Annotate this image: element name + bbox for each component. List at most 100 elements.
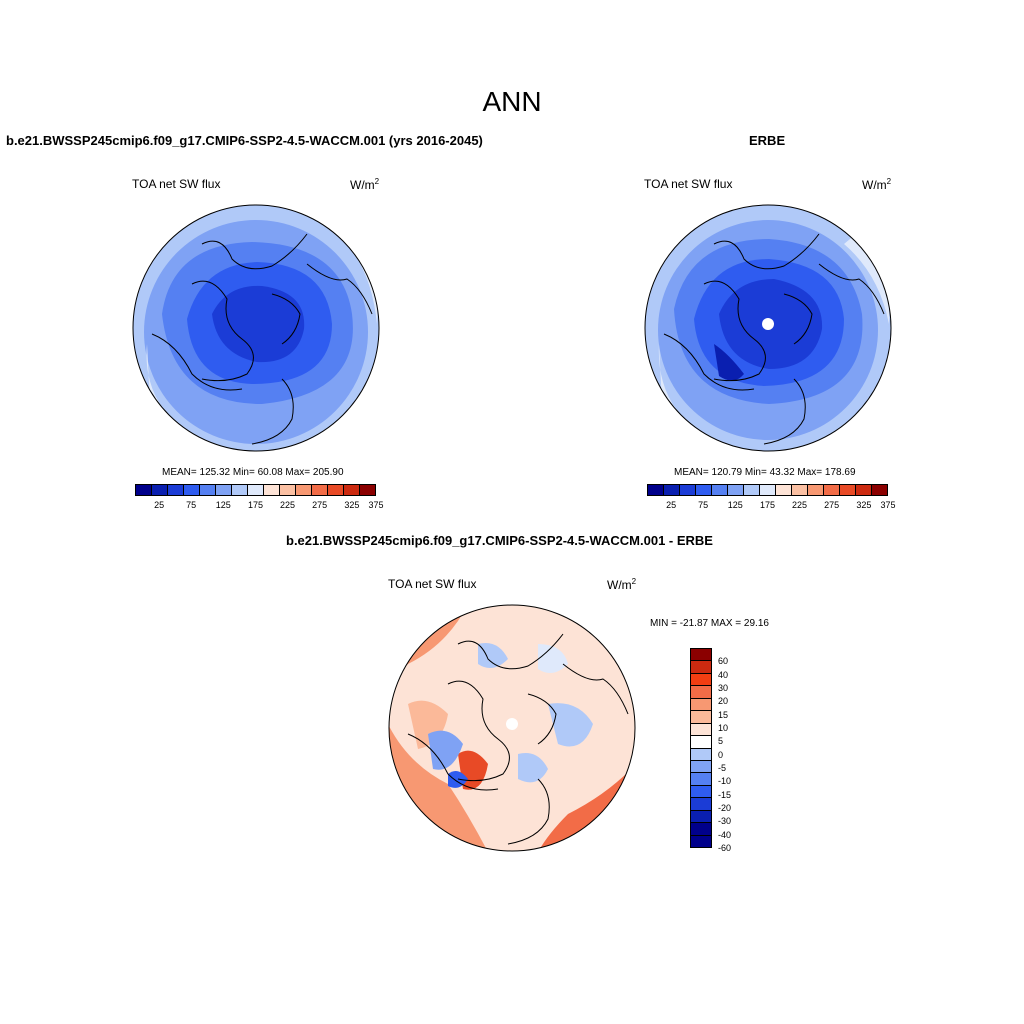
colorbar-swatch xyxy=(824,485,840,495)
missing-data-pole xyxy=(762,318,774,330)
colorbar-labels: 25 75 125 175 225 275 325 375 xyxy=(647,500,895,512)
colorbar-tick-label: 125 xyxy=(727,500,743,510)
panel-3-stats: MIN = -21.87 MAX = 29.16 xyxy=(650,618,769,629)
colorbar-tick-label: 175 xyxy=(759,500,776,510)
colorbar-tick-label: 10 xyxy=(718,723,729,733)
panel-2-header: ERBE xyxy=(749,133,786,148)
panel-2-units: W/m2 xyxy=(862,177,892,192)
colorbar-swatch xyxy=(691,810,711,824)
colorbar-tick-label: -20 xyxy=(718,803,732,813)
colorbar-swatch xyxy=(691,760,711,774)
colorbar-swatch xyxy=(691,798,711,811)
colorbar-swatch xyxy=(200,485,216,495)
colorbar-tick-label: 225 xyxy=(280,500,296,510)
colorbar-swatch xyxy=(744,485,760,495)
panel-1-header: b.e21.BWSSP245cmip6.f09_g17.CMIP6-SSP2-4… xyxy=(6,133,483,148)
colorbar-tick-label: 325 xyxy=(856,500,872,510)
panel-1-colorbar: 25 75 125 175 225 275 325 375 xyxy=(135,484,384,512)
colorbar-swatch xyxy=(691,686,711,699)
colorbar-swatch xyxy=(264,485,280,495)
panel-2-stats: MEAN= 120.79 Min= 43.32 Max= 178.69 xyxy=(674,467,856,478)
colorbar-tick-label: 30 xyxy=(718,683,729,693)
panel-2-polar-map xyxy=(644,204,892,452)
colorbar-swatch xyxy=(360,485,375,495)
colorbar-swatch xyxy=(152,485,168,495)
colorbar-swatch xyxy=(776,485,792,495)
colorbar-swatch xyxy=(691,723,711,737)
colorbar-swatch xyxy=(691,748,711,761)
panel-3-colorbar xyxy=(690,648,712,848)
colorbar-swatches xyxy=(647,484,888,496)
colorbar-swatch xyxy=(760,485,776,495)
colorbar-tick-label: -5 xyxy=(718,763,727,773)
colorbar-swatch xyxy=(312,485,328,495)
colorbar-tick-label: 75 xyxy=(698,500,709,510)
colorbar-tick-label: 5 xyxy=(718,736,724,747)
colorbar-swatch xyxy=(712,485,728,495)
panel-3-colorbar-labels: 60 40 30 20 15 10 5 0 -5 -10 -15 -20 -30… xyxy=(718,648,758,853)
colorbar-tick-label: -10 xyxy=(718,776,732,787)
colorbar-tick-label: -40 xyxy=(718,829,732,840)
panel-1-polar-map xyxy=(132,204,380,452)
colorbar-labels: 25 75 125 175 225 275 325 375 xyxy=(135,500,383,512)
panel-3-header: b.e21.BWSSP245cmip6.f09_g17.CMIP6-SSP2-4… xyxy=(286,533,713,548)
colorbar-swatch xyxy=(248,485,264,495)
panel-3-variable: TOA net SW flux xyxy=(388,577,477,591)
colorbar-swatch xyxy=(728,485,744,495)
panel-1-units: W/m2 xyxy=(350,177,380,192)
colorbar-swatch xyxy=(691,661,711,674)
panel-2-colorbar: 25 75 125 175 225 275 325 375 xyxy=(647,484,896,512)
missing-data-pole xyxy=(506,718,518,730)
colorbar-tick-label: -30 xyxy=(718,816,732,827)
colorbar-swatch xyxy=(872,485,887,495)
colorbar-swatch xyxy=(680,485,696,495)
colorbar-tick-label: 25 xyxy=(154,500,165,510)
colorbar-swatch xyxy=(691,649,711,662)
colorbar-tick-label: 40 xyxy=(718,669,729,680)
colorbar-swatch xyxy=(184,485,200,495)
colorbar-swatch xyxy=(691,736,711,749)
colorbar-swatch xyxy=(232,485,248,495)
colorbar-tick-label: 25 xyxy=(666,500,677,510)
colorbar-tick-label: 375 xyxy=(880,500,896,510)
colorbar-tick-label: 125 xyxy=(215,500,231,510)
main-title: ANN xyxy=(482,86,542,117)
panel-2-variable: TOA net SW flux xyxy=(644,177,733,191)
colorbar-swatch xyxy=(792,485,808,495)
colorbar-swatch xyxy=(168,485,184,495)
colorbar-swatch xyxy=(691,773,711,786)
colorbar-tick-label: 60 xyxy=(718,656,729,667)
colorbar-swatch xyxy=(648,485,664,495)
colorbar-tick-label: 75 xyxy=(186,500,197,510)
colorbar-swatch xyxy=(691,673,711,687)
colorbar-tick-label: -15 xyxy=(718,789,732,800)
colorbar-swatch xyxy=(280,485,296,495)
colorbar-swatch xyxy=(691,711,711,724)
colorbar-tick-label: 175 xyxy=(247,500,264,510)
colorbar-swatch xyxy=(664,485,680,495)
colorbar-tick-label: 275 xyxy=(824,500,840,510)
colorbar-swatch xyxy=(328,485,344,495)
colorbar-tick-label: -60 xyxy=(718,843,732,853)
panel-3-units: W/m2 xyxy=(607,577,637,592)
colorbar-tick-label: 0 xyxy=(718,749,724,760)
panel-1-variable: TOA net SW flux xyxy=(132,177,221,191)
colorbar-tick-label: 325 xyxy=(344,500,360,510)
colorbar-tick-label: 15 xyxy=(718,709,729,720)
colorbar-swatch xyxy=(691,823,711,836)
colorbar-swatch xyxy=(296,485,312,495)
colorbar-swatch xyxy=(808,485,824,495)
colorbar-swatch xyxy=(696,485,712,495)
colorbar-tick-label: 20 xyxy=(718,696,729,707)
colorbar-tick-label: 375 xyxy=(368,500,384,510)
panel-1-stats: MEAN= 125.32 Min= 60.08 Max= 205.90 xyxy=(162,467,344,478)
colorbar-swatch xyxy=(216,485,232,495)
colorbar-swatch xyxy=(691,698,711,712)
colorbar-swatch xyxy=(344,485,360,495)
colorbar-swatch xyxy=(856,485,872,495)
colorbar-tick-label: 225 xyxy=(792,500,808,510)
colorbar-swatches xyxy=(135,484,376,496)
colorbar-swatch xyxy=(691,785,711,799)
colorbar-swatch xyxy=(136,485,152,495)
colorbar-tick-label: 275 xyxy=(312,500,328,510)
